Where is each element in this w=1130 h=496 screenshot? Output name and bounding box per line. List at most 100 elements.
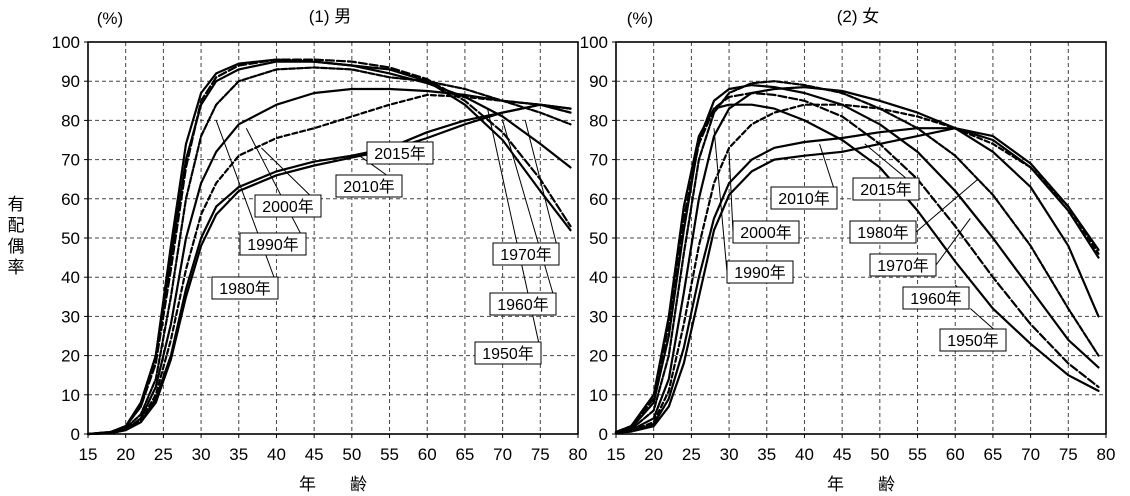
callout-leader <box>935 218 971 266</box>
y-tick-label: 40 <box>589 268 608 287</box>
callout-box <box>869 253 937 277</box>
y-tick-label: 10 <box>61 386 80 405</box>
panel-title: (2) 女 <box>837 7 880 26</box>
x-tick-label: 65 <box>983 445 1002 464</box>
series-label: 1950年 <box>947 332 999 350</box>
y-tick-label: 40 <box>61 268 80 287</box>
y-tick-label: 20 <box>589 347 608 366</box>
y-tick-label: 100 <box>52 33 80 52</box>
y-tick-label: 0 <box>599 425 608 444</box>
callout-box <box>732 220 800 244</box>
x-tick-label: 80 <box>1097 445 1116 464</box>
y-axis-label-char: 率 <box>8 258 25 277</box>
callout-box <box>474 341 542 365</box>
x-tick-label: 20 <box>116 445 135 464</box>
y-tick-label: 30 <box>61 307 80 326</box>
x-tick-label: 70 <box>493 445 512 464</box>
series-label: 1970年 <box>877 257 929 275</box>
y-tick-label: 0 <box>71 425 80 444</box>
callout-leader <box>915 178 979 233</box>
panel-2: 15 20 25 30 35 40 45 50 55 60 65 70 75 80 0 10 20 30 40 50 6… <box>580 7 1116 494</box>
x-tick-label: 35 <box>229 445 248 464</box>
series-line-1980年 <box>614 80 1100 434</box>
callout-box <box>366 141 434 165</box>
series-line-2015年 <box>614 127 1100 434</box>
y-tick-label: 60 <box>589 190 608 209</box>
callout-leader <box>502 120 557 305</box>
x-tick-label: 30 <box>192 445 211 464</box>
y-tick-label: 80 <box>61 111 80 130</box>
y-tick-label: 60 <box>61 190 80 209</box>
x-tick-label: 80 <box>569 445 588 464</box>
callout-box <box>492 242 560 266</box>
x-tick-label: 60 <box>418 445 437 464</box>
series-label: 1990年 <box>734 264 786 282</box>
callout-box <box>239 232 307 256</box>
y-tick-label: 80 <box>589 111 608 130</box>
x-tick-label: 65 <box>455 445 474 464</box>
callout-box <box>902 286 970 310</box>
series-line-2000年 <box>614 103 1100 434</box>
x-tick-label: 45 <box>305 445 324 464</box>
callout-box <box>770 186 838 210</box>
callout-box <box>489 292 557 316</box>
x-tick-label: 50 <box>870 445 889 464</box>
series-label: 2010年 <box>778 190 830 208</box>
callout-box <box>849 220 917 244</box>
y-tick-label: 20 <box>61 347 80 366</box>
panel-1: 15 20 25 30 35 40 45 50 55 60 65 70 75 80 0 10 20 30 40 50 6… <box>52 7 588 494</box>
y-tick-label: 30 <box>589 307 608 326</box>
x-tick-label: 15 <box>607 445 626 464</box>
y-tick-label: 100 <box>580 33 608 52</box>
series-label: 1960年 <box>910 290 962 308</box>
series-label: 1990年 <box>247 236 299 254</box>
callout-box <box>211 276 279 300</box>
callout-box <box>254 194 322 218</box>
x-tick-label: 70 <box>1021 445 1040 464</box>
series-label: 1950年 <box>482 345 534 363</box>
x-tick-label: 40 <box>267 445 286 464</box>
callout-leader <box>215 120 279 289</box>
panel-title: (1) 男 <box>309 7 352 26</box>
callout-box <box>335 174 403 198</box>
series-label: 2015年 <box>374 145 426 163</box>
y-tick-label: 50 <box>61 229 80 248</box>
x-tick-label: 55 <box>908 445 927 464</box>
x-tick-label: 20 <box>644 445 663 464</box>
series-label: 2000年 <box>740 224 792 242</box>
y-axis-label-char: 偶 <box>8 237 25 256</box>
x-tick-label: 55 <box>380 445 399 464</box>
callout-box <box>852 177 920 201</box>
series-line-1980年 <box>86 66 572 436</box>
series-label: 1960年 <box>497 296 549 314</box>
unit-label: (%) <box>97 9 123 28</box>
series-label: 1980年 <box>857 224 909 242</box>
y-tick-label: 90 <box>61 72 80 91</box>
x-tick-label: 35 <box>757 445 776 464</box>
unit-label: (%) <box>627 9 653 28</box>
series-line-1970年 <box>614 84 1100 434</box>
x-tick-label: 25 <box>154 445 173 464</box>
x-tick-label: 15 <box>79 445 98 464</box>
series-line-1950年 <box>86 60 572 436</box>
series-line-2010年 <box>86 103 572 436</box>
x-axis-label: 年 齢 <box>827 475 895 494</box>
series-label: 1970年 <box>500 246 552 264</box>
series-line-2015年 <box>86 103 572 436</box>
callout-box <box>939 328 1007 352</box>
callout-leader <box>713 128 728 273</box>
y-tick-label: 70 <box>61 151 80 170</box>
x-axis-label: 年 齢 <box>299 475 367 494</box>
x-tick-label: 25 <box>682 445 701 464</box>
series-label: 2000年 <box>262 198 314 216</box>
x-tick-label: 30 <box>720 445 739 464</box>
x-tick-label: 45 <box>833 445 852 464</box>
y-axis-label-char: 配 <box>8 216 25 235</box>
callout-leader <box>728 151 734 233</box>
series-line-1990年 <box>614 86 1100 434</box>
x-tick-label: 75 <box>1059 445 1078 464</box>
y-tick-label: 50 <box>589 229 608 248</box>
